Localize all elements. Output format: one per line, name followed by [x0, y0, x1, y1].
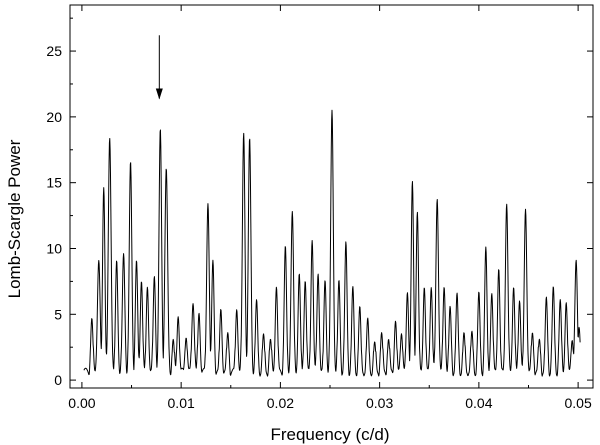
plot-border [69, 4, 594, 389]
x-tick-label: 0.00 [68, 395, 95, 411]
y-tick-label: 0 [54, 372, 62, 388]
annotation-arrow-head [155, 88, 163, 100]
x-tick-label: 0.01 [168, 395, 195, 411]
y-tick-label: 20 [46, 109, 62, 125]
y-tick-label: 5 [54, 306, 62, 322]
x-tick-label: 0.05 [564, 395, 591, 411]
plot-frame [69, 4, 594, 389]
x-tick-label: 0.03 [366, 395, 393, 411]
y-tick-label: 25 [46, 43, 62, 59]
y-axis-label: Lomb-Scargle Power [5, 139, 24, 298]
y-tick-label: 10 [46, 240, 62, 256]
y-axis-ticks: 0 5 10 15 20 25 [46, 17, 593, 388]
x-axis-ticks: 0.00 0.01 0.02 0.03 0.04 0.05 [68, 5, 592, 411]
annotation-layer [155, 35, 163, 100]
series-layer [83, 109, 581, 377]
x-tick-label: 0.02 [267, 395, 294, 411]
power-spectrum-line [83, 109, 581, 377]
x-axis-label: Frequency (c/d) [270, 425, 389, 444]
x-tick-label: 0.04 [465, 395, 492, 411]
y-tick-label: 15 [46, 175, 62, 191]
